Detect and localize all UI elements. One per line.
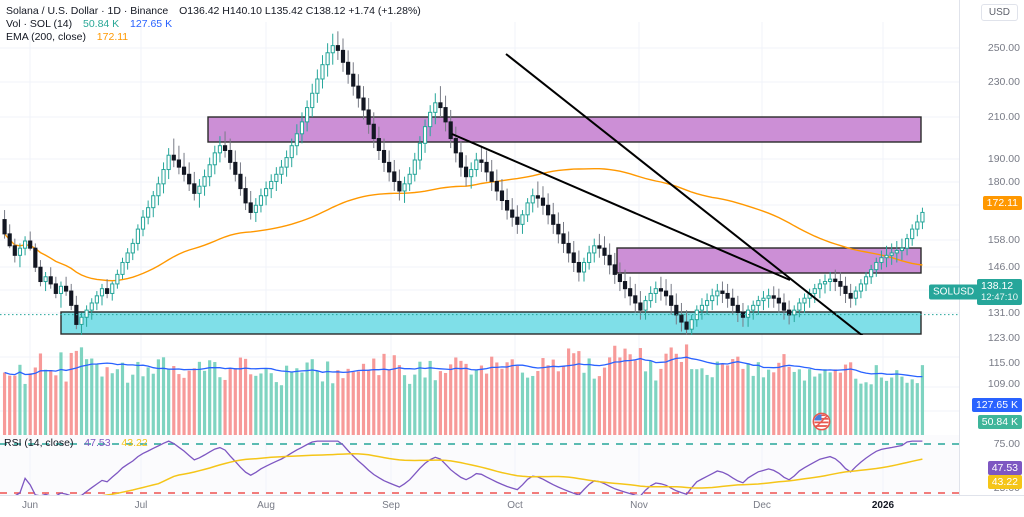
- symbol-badge: SOLUSD: [929, 284, 979, 300]
- price-tick-0: 250.00: [987, 42, 1020, 54]
- legend-symbol: Solana / U.S. Dollar · 1D · Binance: [6, 5, 169, 17]
- time-tick-4: Oct: [507, 500, 523, 511]
- time-axis[interactable]: Jun Jul Aug Sep Oct Nov Dec 2026: [0, 495, 1024, 517]
- price-tick-11: 115.00: [988, 357, 1020, 369]
- legend-ema-value: 172.11: [96, 31, 129, 43]
- rsi-pane[interactable]: [0, 435, 960, 495]
- us-flag-event-icon[interactable]: [812, 412, 831, 431]
- legend-symbol-row[interactable]: Solana / U.S. Dollar · 1D · Binance O136…: [6, 5, 421, 18]
- legend-volume-value: 50.84 K: [82, 18, 120, 30]
- volume-pane[interactable]: [0, 335, 960, 435]
- time-tick-1: Jul: [134, 500, 148, 511]
- price-tick-1: 230.00: [987, 76, 1020, 88]
- legend-volume-row[interactable]: Vol · SOL (14) 50.84 K 127.65 K: [6, 18, 421, 31]
- time-tick-3: Sep: [382, 500, 400, 511]
- trendline-upper[interactable]: [505, 53, 868, 335]
- volume-ma-line: [4, 356, 923, 378]
- price-tick-9: 131.00: [987, 307, 1020, 319]
- volume-badge[interactable]: 50.84 K: [977, 415, 1022, 429]
- price-tick-2: 210.00: [987, 111, 1020, 123]
- time-tick-2: Aug: [257, 500, 275, 511]
- resistance-zone-upper[interactable]: [207, 116, 922, 143]
- candle-series[interactable]: [2, 31, 925, 335]
- price-tick-3: 190.00: [987, 153, 1020, 165]
- rsi-legend-ma-value: 43.22: [121, 437, 148, 449]
- legend-ema-label: EMA (200, close): [6, 31, 86, 43]
- price-tick-4: 180.00: [987, 176, 1020, 188]
- time-tick-0: Jun: [21, 500, 39, 511]
- rsi-legend-label: RSI (14, close): [4, 437, 74, 449]
- volume-bars[interactable]: [2, 344, 925, 435]
- price-tick-10: 123.00: [987, 332, 1020, 344]
- ema-200-line: [4, 168, 923, 282]
- rsi-badge[interactable]: 47.53: [987, 461, 1022, 475]
- rsi-ma-badge[interactable]: 43.22: [987, 475, 1022, 489]
- currency-badge[interactable]: USD: [980, 4, 1018, 21]
- rsi-legend[interactable]: RSI (14, close) 47.53 43.22: [4, 437, 148, 449]
- legend-ohlc: O136.42 H140.10 L135.42 C138.12 +1.74 (+…: [179, 5, 421, 17]
- chart-legend: Solana / U.S. Dollar · 1D · Binance O136…: [6, 5, 421, 44]
- price-tick-15: 75.00: [993, 438, 1020, 450]
- time-tick-7: 2026: [871, 500, 895, 511]
- support-zone[interactable]: [60, 311, 922, 335]
- price-tick-7: 146.00: [987, 261, 1020, 273]
- price-tick-6: 158.00: [987, 234, 1020, 246]
- price-pane[interactable]: [0, 22, 960, 335]
- legend-volume-label: Vol · SOL (14): [6, 18, 73, 30]
- time-tick-6: Dec: [753, 500, 771, 511]
- rsi-line: [15, 440, 923, 495]
- volume-ma-badge[interactable]: 127.65 K: [971, 398, 1022, 412]
- rsi-legend-value: 47.53: [84, 437, 111, 449]
- price-tick-12: 109.00: [987, 378, 1020, 390]
- legend-volume-ma-value: 127.65 K: [130, 18, 173, 30]
- price-axis[interactable]: USD 250.00230.00210.00190.00180.00170.00…: [959, 0, 1024, 495]
- legend-ema-row[interactable]: EMA (200, close) 172.11: [6, 31, 421, 44]
- ema-badge[interactable]: 172.11: [982, 196, 1022, 210]
- time-tick-5: Nov: [630, 500, 648, 511]
- price-badge[interactable]: 138.12 12:47:10: [977, 279, 1022, 305]
- trendline-lower[interactable]: [451, 133, 791, 281]
- rsi-ma-line: [100, 453, 923, 495]
